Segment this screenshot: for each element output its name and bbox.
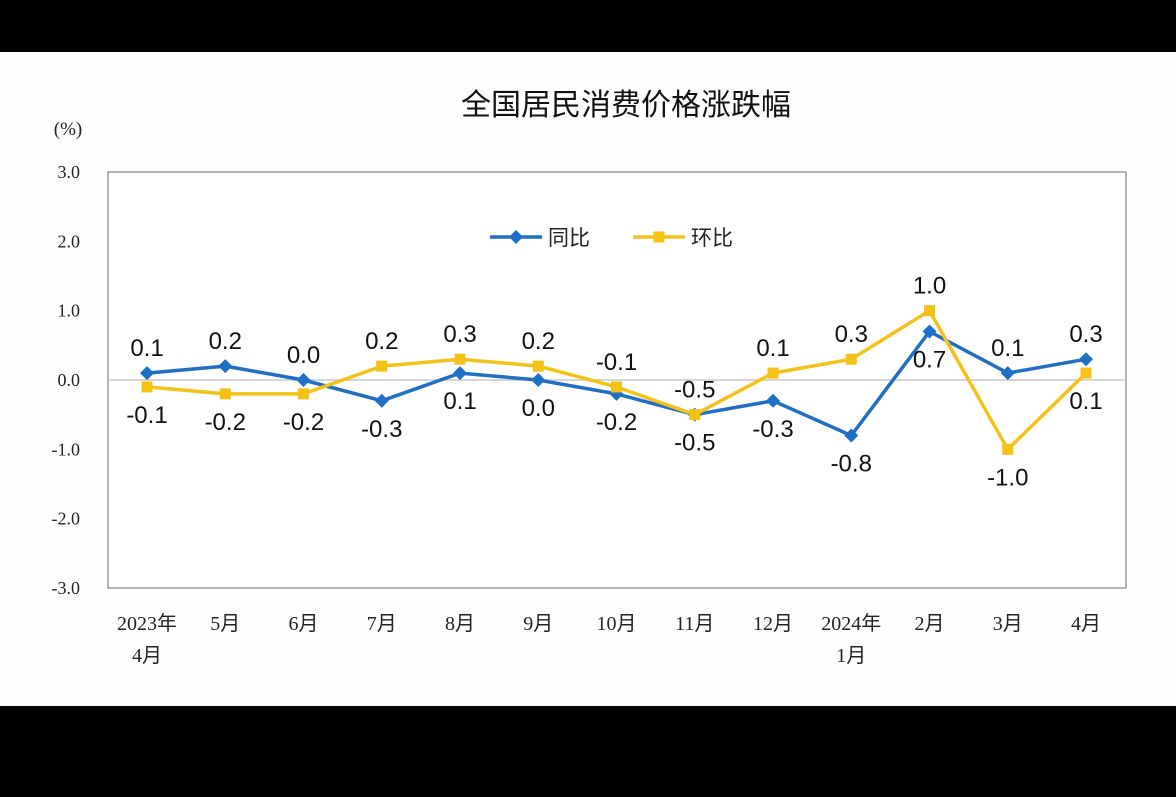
y-tick-label: -2.0 xyxy=(52,509,81,529)
data-point-marker xyxy=(219,388,231,400)
data-label: -0.1 xyxy=(596,349,637,376)
data-label: 0.3 xyxy=(835,321,868,348)
x-tick-label: 3月 xyxy=(993,613,1023,635)
y-axis-unit: (%) xyxy=(54,119,82,140)
data-point-marker xyxy=(689,409,701,421)
data-point-marker xyxy=(374,393,389,408)
data-label: -0.8 xyxy=(831,450,872,477)
data-point-marker xyxy=(1000,366,1015,381)
data-point-marker xyxy=(611,381,622,393)
data-point-marker xyxy=(766,393,780,408)
x-tick-label: 8月 xyxy=(445,613,475,635)
data-label: 0.0 xyxy=(287,342,320,369)
chart-frame: 全国居民消费价格涨跌幅 (%) 3.0 2.0 1.0 0.0 -1.0 -2.0 -3.0… xyxy=(0,52,1176,706)
data-label: -0.2 xyxy=(596,409,637,436)
data-label: 0.3 xyxy=(443,321,476,348)
y-tick-label: -3.0 xyxy=(52,578,81,598)
data-point-marker xyxy=(218,359,233,374)
data-point-marker xyxy=(296,373,311,387)
data-point-marker xyxy=(767,367,779,379)
data-point-marker xyxy=(454,353,466,365)
data-label: -0.2 xyxy=(283,409,324,436)
y-tick-label: 0.0 xyxy=(58,370,81,390)
legend-label: 同比 xyxy=(548,226,590,250)
x-tick-label: 5月 xyxy=(210,613,240,635)
x-tick-label: 1月 xyxy=(836,645,866,667)
data-label: -0.3 xyxy=(752,416,793,443)
x-tick-label: 7月 xyxy=(367,613,397,635)
data-label: 0.1 xyxy=(130,335,163,362)
line-chart: 全国居民消费价格涨跌幅 (%) 3.0 2.0 1.0 0.0 -1.0 -2.0 -3.0… xyxy=(52,88,1127,667)
data-label: 0.2 xyxy=(209,328,242,355)
x-tick-label: 2023年 xyxy=(117,612,177,635)
data-label: -0.5 xyxy=(674,377,715,404)
x-tick-label: 2月 xyxy=(915,613,945,635)
data-label: 0.1 xyxy=(443,388,476,415)
data-label: 1.0 xyxy=(913,273,946,300)
chart-title: 全国居民消费价格涨跌幅 xyxy=(461,88,791,123)
data-point-marker xyxy=(1080,367,1092,379)
data-label: -0.5 xyxy=(674,430,715,457)
data-label: 0.1 xyxy=(1069,388,1102,415)
data-label: -0.3 xyxy=(361,416,402,443)
y-tick-label: 2.0 xyxy=(58,231,81,251)
data-point-marker xyxy=(453,366,467,381)
data-label: 0.1 xyxy=(991,335,1024,362)
data-point-marker xyxy=(924,305,935,317)
y-tick-label: 3.0 xyxy=(58,162,81,182)
x-tick-label: 4月 xyxy=(1071,613,1101,635)
data-point-marker xyxy=(1079,352,1093,367)
data-label: 0.7 xyxy=(913,346,946,373)
data-label: 0.2 xyxy=(365,328,398,355)
data-point-marker xyxy=(844,428,859,443)
data-label: -0.2 xyxy=(205,409,246,436)
x-tick-label: 6月 xyxy=(289,613,319,635)
legend-marker xyxy=(509,230,523,244)
x-tick-label: 12月 xyxy=(753,613,793,635)
data-point-marker xyxy=(298,388,309,400)
data-point-marker xyxy=(531,373,546,387)
data-point-marker xyxy=(140,366,154,381)
data-label: 0.3 xyxy=(1069,321,1102,348)
data-point-marker xyxy=(1002,443,1014,455)
x-tick-label: 4月 xyxy=(132,645,162,667)
x-tick-label: 9月 xyxy=(523,613,553,635)
data-label: -0.1 xyxy=(126,402,167,429)
legend-label: 环比 xyxy=(691,226,733,250)
y-tick-label: -1.0 xyxy=(52,439,81,459)
y-tick-label: 1.0 xyxy=(58,301,81,321)
x-tick-label: 10月 xyxy=(597,613,637,635)
data-label: -1.0 xyxy=(987,464,1028,491)
data-label: 0.0 xyxy=(522,395,555,422)
data-point-marker xyxy=(922,324,937,339)
data-point-marker xyxy=(532,360,544,372)
data-point-marker xyxy=(141,381,153,393)
data-label: 0.1 xyxy=(756,335,789,362)
x-tick-label: 11月 xyxy=(675,613,714,635)
data-point-marker xyxy=(376,360,388,372)
data-point-marker xyxy=(845,353,857,365)
x-tick-label: 2024年 xyxy=(821,612,881,635)
data-label: 0.2 xyxy=(522,328,555,355)
legend-marker xyxy=(653,231,665,243)
